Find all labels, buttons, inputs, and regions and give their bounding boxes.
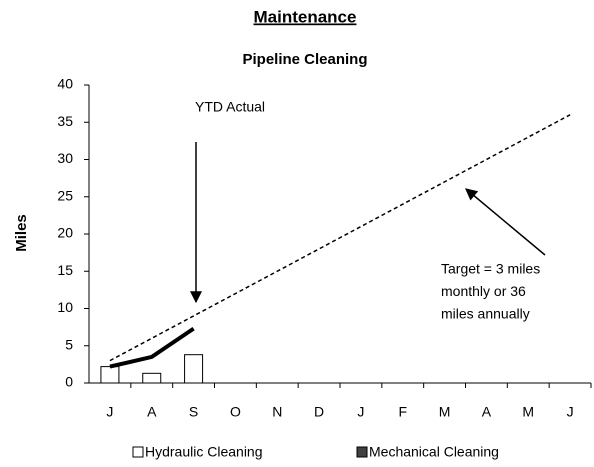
x-tick-label: J: [106, 404, 113, 420]
x-tick-label: S: [189, 404, 198, 420]
annotation-arrow: [465, 188, 546, 256]
y-tick-label: 40: [57, 76, 73, 92]
chart-title: Maintenance: [254, 7, 357, 26]
legend-label: Mechanical Cleaning: [369, 444, 499, 460]
line: [109, 326, 195, 369]
y-tick-label: 15: [57, 262, 73, 278]
legend-swatch: [356, 446, 368, 458]
annotation: YTD Actual: [195, 99, 265, 115]
bar: [100, 366, 120, 384]
line: [109, 114, 571, 362]
x-tick-label: F: [398, 404, 407, 420]
y-axis-label: Miles: [13, 214, 30, 252]
y-tick-label: 25: [57, 187, 73, 203]
x-tick-label: M: [522, 404, 534, 420]
y-tick-label: 30: [57, 150, 73, 166]
chart-subtitle: Pipeline Cleaning: [242, 51, 367, 68]
x-tick-label: J: [357, 404, 364, 420]
annotation: Target = 3 miles: [441, 261, 540, 277]
annotation: miles annually: [441, 306, 530, 322]
y-tick-label: 5: [65, 336, 73, 352]
x-tick-label: M: [439, 404, 451, 420]
y-tick-label: 10: [57, 299, 73, 315]
bar: [142, 372, 162, 384]
annotation: monthly or 36: [441, 283, 526, 299]
x-tick-label: O: [230, 404, 241, 420]
legend-label: Hydraulic Cleaning: [145, 444, 263, 460]
y-tick-label: 0: [65, 374, 73, 390]
legend-swatch: [132, 446, 144, 458]
x-tick-label: J: [567, 404, 574, 420]
bar: [184, 354, 204, 384]
x-tick-label: N: [272, 404, 282, 420]
y-tick-label: 20: [57, 225, 73, 241]
x-tick-label: A: [147, 404, 157, 420]
x-tick-label: D: [314, 404, 324, 420]
x-tick-label: A: [482, 404, 492, 420]
y-tick-label: 35: [57, 113, 73, 129]
